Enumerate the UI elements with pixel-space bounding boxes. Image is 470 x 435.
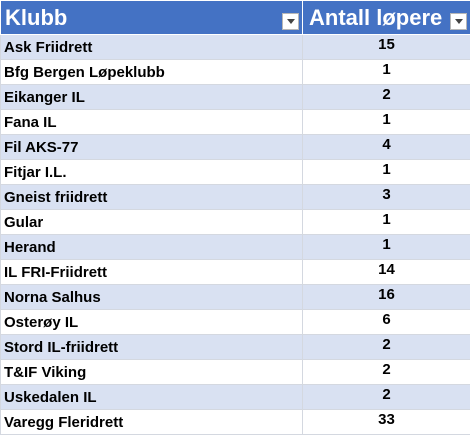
header-count-label: Antall løpere [309, 4, 443, 30]
count-cell[interactable]: 33 [302, 409, 470, 435]
header-row: Klubb Antall løpere [0, 0, 470, 35]
table-row: Gular 1 [0, 209, 470, 235]
count-cell[interactable]: 1 [302, 109, 470, 135]
header-club-label: Klubb [5, 4, 68, 30]
club-cell[interactable]: Stord IL-friidrett [0, 334, 303, 360]
count-cell[interactable]: 1 [302, 59, 470, 85]
table-row: IL FRI-Friidrett 14 [0, 259, 470, 285]
club-cell[interactable]: Uskedalen IL [0, 384, 303, 410]
table-row: Fitjar I.L. 1 [0, 159, 470, 185]
count-cell[interactable]: 3 [302, 184, 470, 210]
table-row: Norna Salhus 16 [0, 284, 470, 310]
club-cell[interactable]: Fana IL [0, 109, 303, 135]
count-cell[interactable]: 2 [302, 384, 470, 410]
table-row: Fana IL 1 [0, 109, 470, 135]
club-cell[interactable]: T&IF Viking [0, 359, 303, 385]
club-cell[interactable]: Osterøy IL [0, 309, 303, 335]
count-cell[interactable]: 2 [302, 334, 470, 360]
count-cell[interactable]: 2 [302, 359, 470, 385]
table-row: Uskedalen IL 2 [0, 384, 470, 410]
count-cell[interactable]: 1 [302, 209, 470, 235]
filter-dropdown-icon[interactable] [282, 13, 299, 30]
club-cell[interactable]: IL FRI-Friidrett [0, 259, 303, 285]
club-cell[interactable]: Ask Friidrett [0, 34, 303, 60]
header-club[interactable]: Klubb [0, 0, 303, 35]
club-cell[interactable]: Eikanger IL [0, 84, 303, 110]
header-count[interactable]: Antall løpere [302, 0, 470, 35]
club-cell[interactable]: Norna Salhus [0, 284, 303, 310]
count-cell[interactable]: 16 [302, 284, 470, 310]
table-row: Herand 1 [0, 234, 470, 260]
count-cell[interactable]: 6 [302, 309, 470, 335]
table-row: Ask Friidrett 15 [0, 34, 470, 60]
table-row: Stord IL-friidrett 2 [0, 334, 470, 360]
table-row: Gneist friidrett 3 [0, 184, 470, 210]
table-row: Osterøy IL 6 [0, 309, 470, 335]
filter-dropdown-icon[interactable] [450, 13, 467, 30]
count-cell[interactable]: 1 [302, 234, 470, 260]
club-cell[interactable]: Gneist friidrett [0, 184, 303, 210]
count-cell[interactable]: 2 [302, 84, 470, 110]
table-row: Eikanger IL 2 [0, 84, 470, 110]
club-cell[interactable]: Fil AKS-77 [0, 134, 303, 160]
count-cell[interactable]: 1 [302, 159, 470, 185]
club-cell[interactable]: Varegg Fleridrett [0, 409, 303, 435]
table-row: Fil AKS-77 4 [0, 134, 470, 160]
count-cell[interactable]: 4 [302, 134, 470, 160]
table-row: Bfg Bergen Løpeklubb 1 [0, 59, 470, 85]
count-cell[interactable]: 14 [302, 259, 470, 285]
table-row: T&IF Viking 2 [0, 359, 470, 385]
count-cell[interactable]: 15 [302, 34, 470, 60]
club-cell[interactable]: Fitjar I.L. [0, 159, 303, 185]
club-cell[interactable]: Gular [0, 209, 303, 235]
table-row: Varegg Fleridrett 33 [0, 409, 470, 435]
club-cell[interactable]: Bfg Bergen Løpeklubb [0, 59, 303, 85]
club-cell[interactable]: Herand [0, 234, 303, 260]
